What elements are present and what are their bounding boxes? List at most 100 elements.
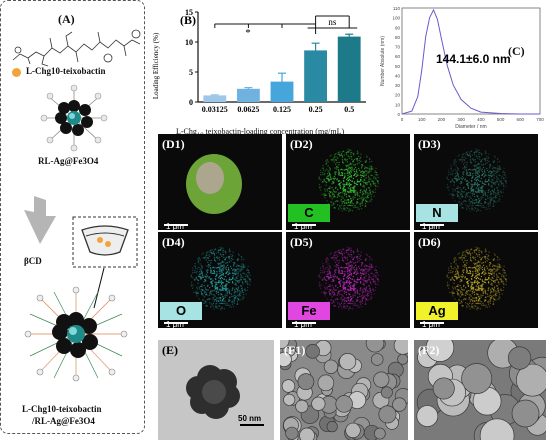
tem-image: (E) 50 nm: [158, 340, 274, 440]
eds-scale-text: 1 μm: [422, 320, 440, 328]
eds-scale-text: 1 μm: [294, 222, 312, 230]
c-xtick-label: 700: [536, 117, 544, 122]
eds-map-code: (D2): [290, 137, 313, 151]
eds-scale-text: 1 μm: [166, 222, 184, 230]
c-frame: [401, 7, 541, 115]
sem-particle: [373, 371, 390, 388]
b-ytick-label: 10: [185, 38, 193, 47]
sem-particle: [393, 340, 408, 355]
sem-particle: [297, 373, 315, 391]
eds-element-tag: O: [160, 302, 202, 320]
final-label-line2: /RL-Ag@Fe3O4: [32, 416, 95, 426]
eds-scale-text: 1 μm: [166, 320, 184, 328]
sem-particle: [425, 340, 455, 362]
sem-particle: [345, 422, 361, 439]
c-xtick-label: 100: [418, 117, 426, 122]
c-ytick-label: 50: [395, 64, 401, 69]
b-ytick-label: 5: [189, 68, 193, 77]
c-ytick-label: 80: [395, 35, 401, 40]
sem-particle: [511, 399, 540, 428]
sem2-code: (F2): [418, 343, 440, 357]
c-xtick-label: 0: [401, 117, 404, 122]
b-bar: [304, 50, 328, 102]
b-ylabel: Loading Efficiency (%): [152, 32, 160, 99]
eds-map-3: (D3) N 1 μm: [414, 134, 538, 230]
eds-element-tag: C: [288, 204, 330, 222]
c-xlabel: Diameter / nm: [455, 124, 486, 130]
c-ytick-label: 70: [395, 45, 401, 50]
eds-map-code: (D4): [162, 235, 185, 249]
eds-map-6: (D6) Ag 1 μm: [414, 232, 538, 328]
eds-scalebar: [420, 322, 444, 324]
eds-map-code: (D6): [418, 235, 441, 249]
eds-scalebar: [420, 224, 444, 226]
sem-particle: [507, 346, 532, 370]
eds-map-code: (D3): [418, 137, 441, 151]
sem-particle: [326, 421, 338, 433]
panel-a-label: (A): [58, 12, 75, 26]
peptide-structure-icon: [12, 29, 141, 67]
eds-map-code: (D5): [290, 235, 313, 249]
sem-particle: [280, 340, 290, 349]
tem-scalebar: [240, 424, 264, 426]
eds-map-5: (D5) Fe 1 μm: [286, 232, 410, 328]
loaded-nanoparticle-icon: [24, 286, 128, 382]
panel-a-frame: [0, 0, 145, 434]
sem-particle: [461, 363, 493, 395]
bcd-label: βCD: [24, 256, 42, 266]
b-ytick-label: 0: [189, 98, 193, 107]
sem-particle: [281, 379, 296, 393]
b-sig-ns: ns: [328, 17, 337, 27]
sem-particle: [339, 352, 357, 371]
size-value: 144.1±6.0 nm: [436, 52, 511, 66]
sem-particle: [305, 344, 320, 359]
b-bar: [337, 36, 361, 102]
sem-image-1: (F1): [280, 340, 408, 440]
c-ytick-label: 0: [397, 112, 400, 117]
b-xtick-label: 0.03125: [202, 105, 228, 114]
c-xtick-label: 500: [497, 117, 505, 122]
sem1-code: (F1): [284, 343, 306, 357]
sem-image-2: (F2): [414, 340, 546, 440]
c-xtick-label: 200: [438, 117, 446, 122]
eds-element-tag: Fe: [288, 302, 330, 320]
sem-particle: [295, 399, 309, 413]
eds-scalebar: [292, 224, 316, 226]
eds-map-code: (D1): [162, 137, 185, 151]
arrow-down-icon: [22, 192, 56, 244]
c-ytick-label: 20: [395, 93, 401, 98]
eds-element-tag: Ag: [416, 302, 458, 320]
nanoparticle-icon: [40, 84, 108, 152]
eds-scalebar: [292, 322, 316, 324]
eds-map-2: (D2) C 1 μm: [286, 134, 410, 230]
b-xtick-label: 0.125: [273, 105, 291, 114]
sem-particle: [299, 427, 315, 440]
sem-particle: [335, 395, 353, 413]
c-xtick-label: 300: [457, 117, 465, 122]
connector-line: [93, 268, 105, 309]
b-sig-star: *: [245, 27, 251, 39]
np-label: RL-Ag@Fe3O4: [38, 156, 99, 166]
sem-particle: [283, 393, 296, 406]
b-bar: [236, 88, 260, 102]
peptide-label: L-Chg10-teixobactin: [26, 66, 106, 76]
sem-particle: [432, 377, 455, 400]
size-distribution-chart: 0 10 20 30 40 50 60 70 80 90 100 110 0 100 200 300 400 50…: [380, 6, 544, 130]
b-ytick-label: 15: [185, 8, 193, 17]
eds-element-tag: N: [416, 204, 458, 222]
c-ytick-label: 60: [395, 54, 401, 59]
eds-scalebar: [164, 322, 188, 324]
sem-particle: [416, 405, 439, 427]
sem-particle: [370, 353, 384, 366]
sem-particle: [317, 374, 335, 392]
b-xtick-label: 0.25: [309, 105, 323, 114]
sem-particle: [323, 359, 339, 374]
sem-particle: [516, 363, 546, 397]
c-series-line: [401, 8, 540, 115]
sem-particle: [365, 340, 385, 353]
sem-particle: [311, 396, 326, 411]
c-ytick-label: 30: [395, 83, 401, 88]
eds-map-1: (D1) 1 μm: [158, 134, 282, 230]
beta-cyclodextrin-icon: [72, 216, 138, 268]
eds-scale-text: 1 μm: [422, 222, 440, 230]
